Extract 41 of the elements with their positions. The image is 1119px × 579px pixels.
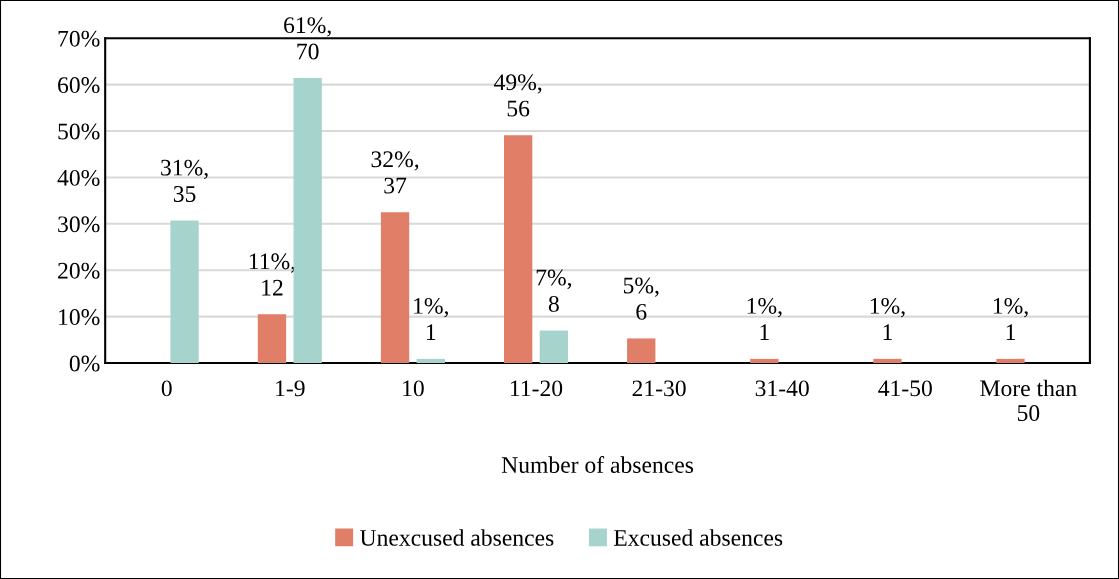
bar — [996, 358, 1025, 364]
bar — [380, 212, 410, 364]
data-label: 31%, 35 — [161, 159, 208, 202]
x-tick-label: 0 — [161, 380, 172, 397]
data-label: 11%, 12 — [249, 253, 295, 296]
x-tick-label: 11-20 — [510, 380, 563, 397]
y-tick-label: 50% — [58, 123, 100, 140]
data-label: 1%, 1 — [414, 297, 448, 340]
bar — [539, 330, 568, 364]
y-tick-label: 60% — [58, 77, 100, 94]
x-tick-label: 1-9 — [276, 380, 305, 397]
y-tick-label: 40% — [57, 169, 100, 186]
y-tick-label: 20% — [58, 262, 100, 279]
x-axis-title: Number of absences — [501, 456, 694, 473]
bar — [257, 314, 287, 364]
x-tick-label: 21-30 — [632, 380, 686, 397]
y-tick-label: 0% — [69, 355, 100, 372]
y-tick-label: 10% — [59, 309, 100, 326]
data-label: 1%, 1 — [870, 297, 905, 340]
bar — [416, 358, 445, 364]
bar — [873, 358, 902, 364]
y-tick-label: 70% — [58, 30, 100, 47]
bar — [750, 358, 779, 364]
legend-label: Excused absences — [613, 529, 783, 546]
bar — [627, 338, 656, 364]
data-label: 32%, 37 — [371, 151, 419, 194]
bar — [170, 220, 199, 364]
data-label: 61%, 70 — [284, 17, 331, 60]
bar — [293, 78, 322, 364]
data-label: 1%, 1 — [747, 297, 782, 340]
x-tick-label: 31-40 — [755, 380, 809, 397]
data-label: 49%, 56 — [494, 74, 542, 117]
x-tick-label: 41-50 — [878, 380, 932, 397]
bar — [504, 135, 533, 364]
data-label: 1%, 1 — [993, 297, 1028, 340]
y-tick-label: 30% — [58, 216, 100, 233]
data-label: 7%, 8 — [536, 269, 572, 312]
data-label: 5%, 6 — [623, 277, 659, 320]
legend-label: Unexcused absences — [360, 529, 554, 546]
x-tick-label: 10 — [403, 380, 424, 397]
x-tick-label: More than 50 — [980, 379, 1077, 422]
